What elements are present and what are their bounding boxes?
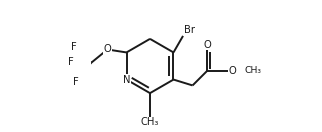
Text: O: O xyxy=(204,39,211,50)
Text: F: F xyxy=(73,77,79,87)
Text: CH₃: CH₃ xyxy=(141,117,159,127)
Text: N: N xyxy=(123,75,130,85)
Text: F: F xyxy=(71,42,77,52)
Text: Br: Br xyxy=(184,25,195,35)
Text: O: O xyxy=(229,66,236,76)
Text: O: O xyxy=(104,44,111,55)
Text: F: F xyxy=(68,57,74,67)
Text: CH₃: CH₃ xyxy=(245,66,262,75)
